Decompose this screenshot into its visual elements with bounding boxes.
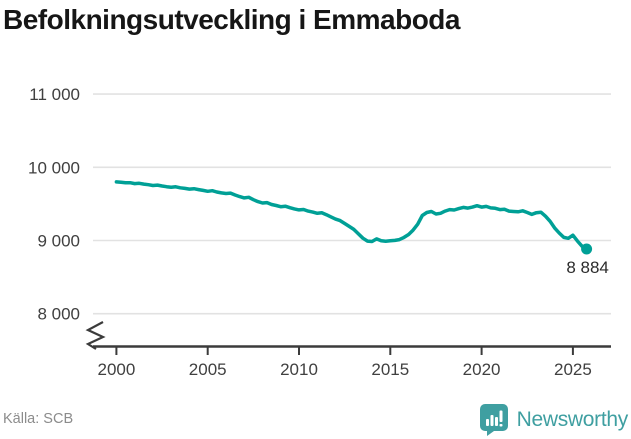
y-tick-label: 11 000	[29, 85, 80, 104]
population-line-chart: 8 000 9 000 10 000 11 000 2000 2005 2010 2015 20…	[28, 85, 611, 379]
newsworthy-logo-icon	[479, 404, 508, 436]
y-tick-label: 9 000	[37, 231, 80, 250]
newsworthy-logo: Newsworthy	[479, 404, 629, 436]
end-point-dot	[581, 243, 593, 255]
y-tick-label: 10 000	[28, 158, 80, 177]
x-tick-label: 2010	[280, 360, 318, 379]
end-point-label: 8 884	[566, 258, 609, 277]
x-tick-label: 2000	[97, 360, 135, 379]
x-tick-label: 2015	[371, 360, 409, 379]
population-line	[114, 180, 589, 251]
chart-title: Befolkningsutveckling i Emmaboda	[3, 4, 460, 35]
axis-break-icon	[85, 321, 106, 350]
source-label: Källa: SCB	[3, 411, 74, 427]
x-tick-label: 2005	[189, 360, 227, 379]
x-tick-label: 2025	[554, 360, 592, 379]
x-tick-label: 2020	[463, 360, 501, 379]
y-tick-label: 8 000	[37, 305, 80, 324]
newsworthy-brand-text: Newsworthy	[516, 408, 629, 431]
